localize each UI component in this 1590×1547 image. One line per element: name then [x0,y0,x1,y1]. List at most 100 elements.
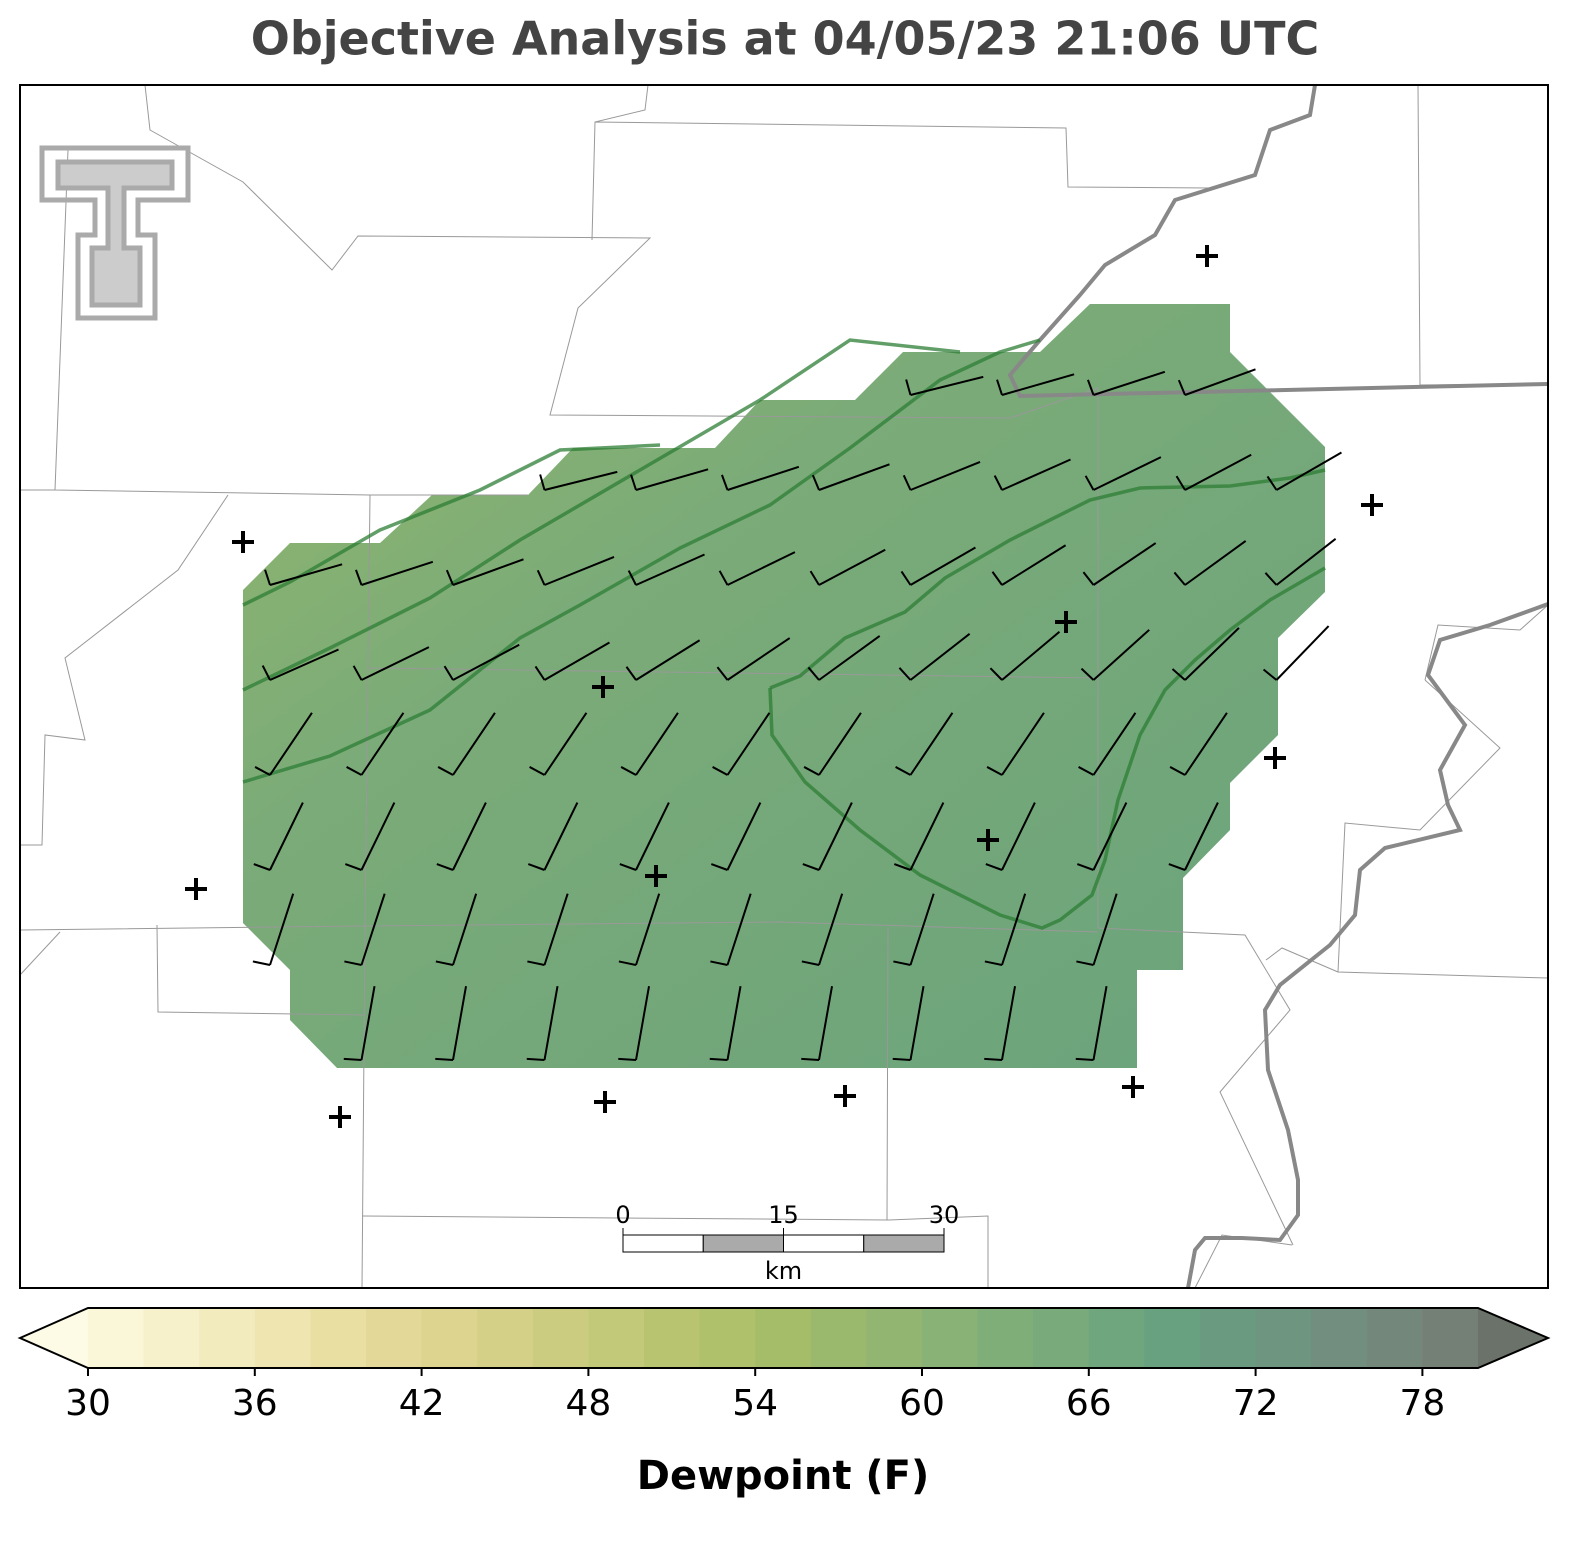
barb-flag [1168,863,1186,871]
barb-staff [1092,629,1150,681]
barb-staff [818,802,853,871]
barb-flag [264,569,271,586]
barb-staff [452,712,496,776]
barb-staff [635,893,661,966]
scale-tick-label: 0 [615,1201,630,1229]
barb-flag [1082,571,1095,586]
barb-staff [1184,453,1252,491]
scale-segment [783,1234,865,1253]
barb-staff [544,555,615,586]
barb-flag [801,1057,820,1061]
barb-staff [818,985,834,1061]
colorbar: 30 36 42 48 54 60 66 72 78 [17,1307,1551,1424]
contours [242,338,1326,930]
barb-flag [809,570,820,586]
barb-staff [818,463,890,491]
barb-flag [1086,379,1095,396]
barb-staff [1184,368,1256,396]
barb-flag [991,571,1003,586]
barb-flag [801,960,820,966]
barb-flag [802,863,820,871]
colorbar-segment [644,1308,701,1368]
barb-staff [543,893,569,966]
barb-staff [635,712,679,776]
barb-flag [435,1057,454,1061]
barb-flag [1076,960,1094,966]
stations [185,245,1383,1128]
colorbar-segment [866,1308,923,1368]
colorbar-label: Dewpoint (F) [637,1453,930,1499]
barb-staff [1001,985,1017,1061]
barb-flag [529,766,545,776]
colorbar-segment [1088,1308,1145,1368]
scale-segment [863,1234,945,1253]
barb-staff [543,802,579,871]
barb-staff [909,802,945,871]
barb-staff [726,802,762,871]
barb-staff [269,893,295,966]
colorbar-segment [1366,1308,1423,1368]
barb-staff [360,712,405,776]
barb-flag [536,569,546,586]
barb-flag [435,960,454,966]
barb-staff [1184,802,1219,871]
barb-flag [893,960,911,966]
barb-flag [1177,379,1186,396]
barb-staff [543,712,588,776]
barb-staff [1184,712,1228,776]
barb-staff [909,546,976,586]
barb-flag [710,960,728,966]
colorbar-segment [88,1308,145,1368]
colorbar-segment [1422,1308,1479,1368]
state-border [1007,85,1548,1288]
colorbar-segment [477,1308,534,1368]
barb-flag [445,569,454,586]
barb-staff [909,712,954,776]
barb-staff [726,637,791,681]
barb-staff [1001,893,1027,966]
barb-staff [1092,893,1118,966]
barb-staff [1184,540,1247,586]
barb-flag [718,570,729,586]
barb-flag [619,863,637,871]
barb-staff [360,893,386,966]
barb-staff [635,553,705,586]
barb-flag [436,863,454,871]
barb-flag [1075,1057,1094,1061]
map-frame [19,84,1549,1289]
barb-staff [818,893,844,966]
barb-flag [1076,863,1094,871]
barb-flag [630,474,637,491]
colorbar-segment [199,1308,256,1368]
barb-flag [254,766,271,776]
barb-staff [1092,985,1108,1061]
barb-flag [989,667,1003,681]
barb-flag [261,665,271,681]
county-lines [20,85,1548,1288]
barb-staff [1001,373,1075,396]
barb-staff [543,985,559,1061]
colorbar-extend-max [1478,1308,1548,1368]
barb-staff [1001,802,1036,871]
barb-staff [1001,712,1045,776]
barb-staff [1001,631,1061,681]
barb-staff [1001,544,1067,586]
barb-staff [452,893,478,966]
title: Objective Analysis at 04/05/23 21:06 UTC [251,12,1320,66]
scale-segment [702,1234,784,1253]
map [20,85,1548,1288]
barb-staff [818,712,862,776]
barb-flag [627,570,637,586]
barb-flag [1262,668,1278,681]
scale-bar: 0 15 30 km [615,1201,959,1285]
colorbar-tick-label: 30 [65,1383,111,1424]
barb-staff [910,460,981,491]
barb-flag [1169,766,1186,776]
colorbar-segment [810,1308,867,1368]
barb-staff [1092,712,1137,776]
barb-flag [900,570,912,586]
barb-flag [1266,475,1278,491]
barb-flag [984,960,1003,966]
barb-flag [534,665,546,681]
colorbar-segment [699,1308,756,1368]
